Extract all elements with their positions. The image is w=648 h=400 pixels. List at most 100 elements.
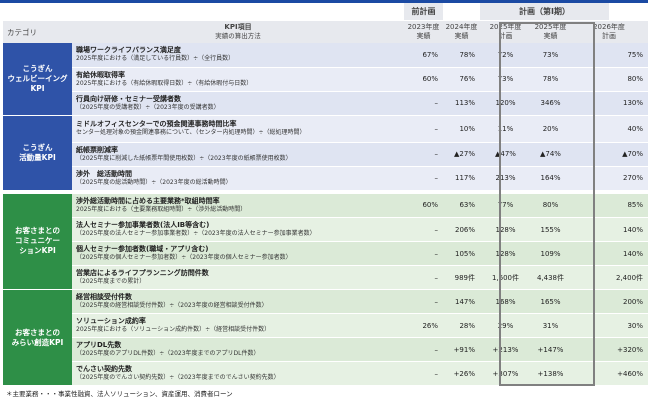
kpi-title: 行員向け研修・セミナー受講者数 — [76, 94, 181, 103]
kpi-method: （2025年度までの累計） — [76, 278, 146, 285]
value-cell: 147% — [443, 289, 480, 314]
value-cell: 140% — [570, 217, 648, 242]
value-cell: 164% — [531, 166, 570, 191]
value-cell: 11% — [480, 115, 531, 143]
value-cell: 346% — [531, 91, 570, 116]
value-cell: 113% — [443, 91, 480, 116]
kpi-method: 2025年度における（ソリューション成約件数）÷（経営相談受付件数） — [76, 326, 271, 333]
value-cell: +91% — [443, 337, 480, 362]
kpi-title: 個人セミナー参加者数(職域・アプリ含む) — [76, 245, 209, 253]
kpi-cell: アプリDL先数 （2025年度のアプリDL件数）÷（2023年度までのアプリDL件… — [72, 337, 404, 362]
value-cell: 80% — [531, 193, 570, 218]
table-row: 営業店によるライフプランニング訪問件数 （2025年度までの累計） –989件 1… — [3, 265, 648, 290]
category-header: カテゴリ — [3, 20, 72, 43]
table-row: でんさい契約先数 （2025年度のでんさい契約先数）÷（2023年度までのでんさい… — [3, 361, 648, 386]
value-cell: 213% — [480, 166, 531, 191]
value-cell: 1,600件 — [480, 265, 531, 290]
top-accent-bar — [0, 0, 648, 3]
kpi-method: （2025年度の総活動時間）÷（2023年度の総活動時間） — [76, 178, 232, 186]
category-activity: こうぎん 活動量KPI — [3, 115, 72, 191]
value-cell: 128% — [480, 217, 531, 242]
value-cell: +460% — [570, 361, 648, 386]
value-cell: +213% — [480, 337, 531, 362]
kpi-method: （2025年度の経営相談受付件数）÷（2023年度の経営相談受付件数） — [76, 302, 268, 309]
table-row: 有給休暇取得率 2025年度における（有給休暇取得日数）÷（有給休暇付与日数） 6… — [3, 67, 648, 92]
kpi-title: 営業店によるライフプランニング訪問件数 — [76, 269, 209, 277]
value-cell: 72% — [480, 43, 531, 68]
value-cell: 29% — [480, 313, 531, 338]
kpi-title: 経営相談受付件数 — [76, 293, 132, 301]
value-cell: 76% — [443, 67, 480, 92]
plan-header: 計画（第Ⅰ期） — [480, 3, 610, 21]
value-cell: 60% — [404, 67, 443, 92]
category-communication: お客さまとの コミュニケー ションKPI — [3, 193, 72, 290]
kpi-cell: 渉外総活動時間に占める主要業務*取組時間率 2025年度における（主要業務取組時間… — [72, 193, 404, 218]
value-cell: 128% — [480, 241, 531, 266]
kpi-method: （2025年度の法人セミナー参加事業者数）÷（2023年度の法人セミナー参加事業… — [76, 230, 316, 237]
kpi-method: （2025年度の受講者数）÷（2023年度の受講者数） — [76, 103, 220, 111]
kpi-cell: 職場ワークライフバランス満足度 2025年度における（満足している行員数）÷（全行… — [72, 43, 404, 68]
kpi-cell: 渉外 総活動時間 （2025年度の総活動時間）÷（2023年度の総活動時間） — [72, 166, 404, 191]
category-future-creation: お客さまとの みらい創造KPI — [3, 289, 72, 386]
col-header-2026-plan: 2026年度 計画 — [570, 20, 648, 43]
table-row: 法人セミナー参加事業者数(法人IB等含む) （2025年度の法人セミナー参加事業者… — [3, 217, 648, 242]
value-cell: 28% — [443, 313, 480, 338]
kpi-title: 法人セミナー参加事業者数(法人IB等含む) — [76, 221, 210, 229]
value-cell: – — [404, 166, 443, 191]
value-cell: – — [404, 361, 443, 386]
value-cell: 130% — [570, 91, 648, 116]
value-cell: 73% — [480, 67, 531, 92]
kpi-cell: ミドルオフィスセンターでの預金関連事務時間比率 センター処理対象の預金関連事務につ… — [72, 115, 404, 143]
value-cell: 78% — [443, 43, 480, 68]
value-cell: 67% — [404, 43, 443, 68]
value-cell: ▲74% — [531, 142, 570, 167]
table-row: お客さまとの コミュニケー ションKPI 渉外総活動時間に占める主要業務*取組時間率… — [3, 193, 648, 290]
value-cell: +147% — [531, 337, 570, 362]
value-cell: 60% — [404, 193, 443, 218]
value-cell: 989件 — [443, 265, 480, 290]
kpi-method: 2025年度における（満足している行員数）÷（全行員数） — [76, 55, 235, 63]
value-cell: 85% — [570, 193, 648, 218]
value-cell: +138% — [531, 361, 570, 386]
value-cell: 20% — [531, 115, 570, 143]
category-wellbeing: こうぎん ウェルビーイング KPI — [3, 43, 72, 116]
value-cell: – — [404, 217, 443, 242]
value-cell: ▲70% — [570, 142, 648, 167]
kpi-title: ミドルオフィスセンターでの預金関連事務時間比率 — [76, 120, 237, 128]
col-header-2025-actual: 2025年度 実績 — [531, 20, 570, 43]
value-cell: 75% — [570, 43, 648, 68]
value-cell: 31% — [531, 313, 570, 338]
kpi-title: 有給休暇取得率 — [76, 70, 125, 79]
value-cell: 80% — [570, 67, 648, 92]
kpi-title: 渉外 総活動時間 — [76, 169, 132, 178]
value-cell: 155% — [531, 217, 570, 242]
kpi-method: （2025年度の個人セミナー参加者数）÷（2023年度の個人セミナー参加者数） — [76, 254, 292, 261]
value-cell: 73% — [531, 43, 570, 68]
kpi-method: 2025年度における（有給休暇取得日数）÷（有給休暇付与日数） — [76, 79, 253, 87]
prev-plan-header: 前計画 — [404, 3, 443, 21]
table-row: 個人セミナー参加者数(職域・アプリ含む) （2025年度の個人セミナー参加者数）÷… — [3, 241, 648, 266]
table-row: こうぎん 活動量KPI ミドルオフィスセンターでの預金関連事務時間比率 センター処理… — [3, 115, 648, 191]
value-cell: 109% — [531, 241, 570, 266]
kpi-title: アプリDL先数 — [76, 341, 122, 349]
kpi-method: （2025年度に削減した紙帳票年間使用枚数）÷（2023年度の紙帳票使用枚数） — [76, 154, 292, 162]
header-row-2: カテゴリ KPI項目 実績の算出方法 2023年度 実績 2024年度 実績 2025… — [3, 20, 648, 43]
value-cell: 40% — [570, 115, 648, 143]
value-cell: ▲47% — [480, 142, 531, 167]
kpi-cell: 個人セミナー参加者数(職域・アプリ含む) （2025年度の個人セミナー参加者数）÷… — [72, 241, 404, 266]
value-cell: ▲27% — [443, 142, 480, 167]
kpi-cell: ソリューション成約率 2025年度における（ソリューション成約件数）÷（経営相談受… — [72, 313, 404, 338]
table-row: 紙帳票削減率 （2025年度に削減した紙帳票年間使用枚数）÷（2023年度の紙帳票… — [3, 142, 648, 167]
col-header-2023: 2023年度 実績 — [404, 20, 443, 43]
value-cell: +26% — [443, 361, 480, 386]
table-row: ソリューション成約率 2025年度における（ソリューション成約件数）÷（経営相談受… — [3, 313, 648, 338]
value-cell: 117% — [443, 166, 480, 191]
kpi-method: センター処理対象の預金関連事務について、（センター内処理時間）÷（総処理時間） — [76, 129, 306, 136]
col-header-2025-plan: 2025年度 計画 — [480, 20, 531, 43]
kpi-method: （2025年度のでんさい契約先数）÷（2023年度までのでんさい契約先数） — [76, 374, 280, 381]
value-cell: +320% — [570, 337, 648, 362]
value-cell: 30% — [570, 313, 648, 338]
footnote: ＊主要業務・・・事業性融資、法人ソリューション、資産運用、消費者ローン — [6, 390, 233, 398]
kpi-title: 職場ワークライフバランス満足度 — [76, 46, 181, 55]
table-row: お客さまとの みらい創造KPI 経営相談受付件数 （2025年度の経営相談受付件数）… — [3, 289, 648, 386]
